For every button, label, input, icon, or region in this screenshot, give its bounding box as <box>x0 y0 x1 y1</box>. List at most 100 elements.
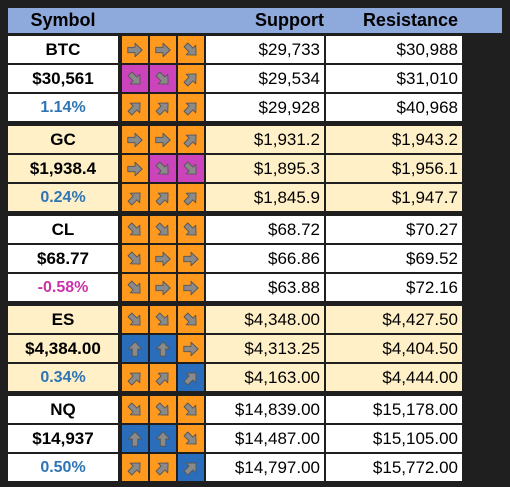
down-right-arrow-icon <box>155 402 169 416</box>
signal-cell <box>178 245 204 272</box>
signal-cell <box>150 306 176 333</box>
table-header: Symbol Support Resistance <box>8 8 502 33</box>
signal-cell <box>178 306 204 333</box>
right-arrow-icon <box>183 341 199 356</box>
signal-cell <box>122 335 148 362</box>
table-row: 0.50% $14,797.00 $15,772.00 <box>8 454 502 481</box>
change-percent-cell: 0.50% <box>8 454 118 481</box>
up-right-arrow-icon <box>155 101 169 115</box>
signal-cell <box>178 184 204 211</box>
up-right-arrow-icon <box>183 461 197 475</box>
table-row: ES $4,348.00 $4,427.50 <box>8 306 502 333</box>
change-percent-cell: 0.24% <box>8 184 118 211</box>
right-arrow-icon <box>127 42 143 57</box>
signal-cell <box>122 396 148 423</box>
right-arrow-icon <box>155 251 171 266</box>
right-arrow-icon <box>155 132 171 147</box>
up-right-arrow-icon <box>183 371 197 385</box>
symbol-cell: ES <box>8 306 118 333</box>
resistance-cell: $4,427.50 <box>326 306 462 333</box>
signal-cell <box>150 155 176 182</box>
support-cell: $29,534 <box>206 65 324 92</box>
support-cell: $4,163.00 <box>206 364 324 391</box>
support-cell: $14,487.00 <box>206 425 324 452</box>
signal-cell <box>122 126 148 153</box>
up-right-arrow-icon <box>127 191 141 205</box>
signal-cell <box>150 454 176 481</box>
signal-cell <box>122 364 148 391</box>
down-right-arrow-icon <box>183 222 197 236</box>
table-row: $30,561 $29,534 $31,010 <box>8 65 502 92</box>
change-percent-cell: -0.58% <box>8 274 118 301</box>
ticker-block: NQ $14,839.00 $15,178.00 $14,937 $14,487.00 $… <box>8 396 502 483</box>
signal-cell <box>150 425 176 452</box>
symbol-cell: CL <box>8 216 118 243</box>
table-row: NQ $14,839.00 $15,178.00 <box>8 396 502 423</box>
down-right-arrow-icon <box>155 312 169 326</box>
price-cell: $68.77 <box>8 245 118 272</box>
support-cell: $14,839.00 <box>206 396 324 423</box>
signal-cell <box>178 364 204 391</box>
down-right-arrow-icon <box>183 42 197 56</box>
right-arrow-icon <box>155 42 171 57</box>
support-cell: $29,733 <box>206 36 324 63</box>
ticker-block: ES $4,348.00 $4,427.50 $4,384.00 $4,313.25 $4… <box>8 306 502 393</box>
signal-cell <box>178 155 204 182</box>
signal-cell <box>150 245 176 272</box>
resistance-cell: $72.16 <box>326 274 462 301</box>
table-row: $68.77 $66.86 $69.52 <box>8 245 502 272</box>
signal-cell <box>178 454 204 481</box>
table-row: 1.14% $29,928 $40,968 <box>8 94 502 121</box>
support-cell: $14,797.00 <box>206 454 324 481</box>
signal-cell <box>178 216 204 243</box>
down-right-arrow-icon <box>127 280 141 294</box>
signal-cell <box>122 184 148 211</box>
price-cell: $30,561 <box>8 65 118 92</box>
header-symbol: Symbol <box>30 10 96 30</box>
change-percent-cell: 1.14% <box>8 94 118 121</box>
down-right-arrow-icon <box>127 251 141 265</box>
up-right-arrow-icon <box>183 133 197 147</box>
down-right-arrow-icon <box>155 161 169 175</box>
down-right-arrow-icon <box>155 71 169 85</box>
signal-cell <box>178 94 204 121</box>
resistance-cell: $40,968 <box>326 94 462 121</box>
signal-cell <box>150 335 176 362</box>
signal-cell <box>122 155 148 182</box>
right-arrow-icon <box>127 161 143 176</box>
table-row: BTC $29,733 $30,988 <box>8 36 502 63</box>
signal-cell <box>150 216 176 243</box>
resistance-cell: $1,943.2 <box>326 126 462 153</box>
up-arrow-icon <box>127 430 143 447</box>
table-row: -0.58% $63.88 $72.16 <box>8 274 502 301</box>
right-arrow-icon <box>183 251 199 266</box>
signal-cell <box>150 94 176 121</box>
up-right-arrow-icon <box>155 461 169 475</box>
down-right-arrow-icon <box>183 161 197 175</box>
ticker-block: BTC $29,733 $30,988 $30,561 $29,534 $31,010 1.… <box>8 36 502 123</box>
header-resistance: Resistance <box>362 10 458 30</box>
resistance-cell: $30,988 <box>326 36 462 63</box>
signal-cell <box>178 425 204 452</box>
header-support: Support <box>255 10 324 30</box>
down-right-arrow-icon <box>127 312 141 326</box>
resistance-cell: $4,404.50 <box>326 335 462 362</box>
symbol-cell: NQ <box>8 396 118 423</box>
signal-cell <box>150 274 176 301</box>
down-right-arrow-icon <box>127 402 141 416</box>
up-right-arrow-icon <box>127 371 141 385</box>
symbol-cell: BTC <box>8 36 118 63</box>
down-right-arrow-icon <box>183 431 197 445</box>
signal-cell <box>150 396 176 423</box>
signal-cell <box>122 306 148 333</box>
signal-cell <box>122 425 148 452</box>
up-arrow-icon <box>155 340 171 357</box>
signal-cell <box>150 126 176 153</box>
table-row: $14,937 $14,487.00 $15,105.00 <box>8 425 502 452</box>
signal-cell <box>150 36 176 63</box>
resistance-cell: $15,178.00 <box>326 396 462 423</box>
right-arrow-icon <box>183 280 199 295</box>
resistance-cell: $1,956.1 <box>326 155 462 182</box>
resistance-cell: $69.52 <box>326 245 462 272</box>
support-cell: $68.72 <box>206 216 324 243</box>
